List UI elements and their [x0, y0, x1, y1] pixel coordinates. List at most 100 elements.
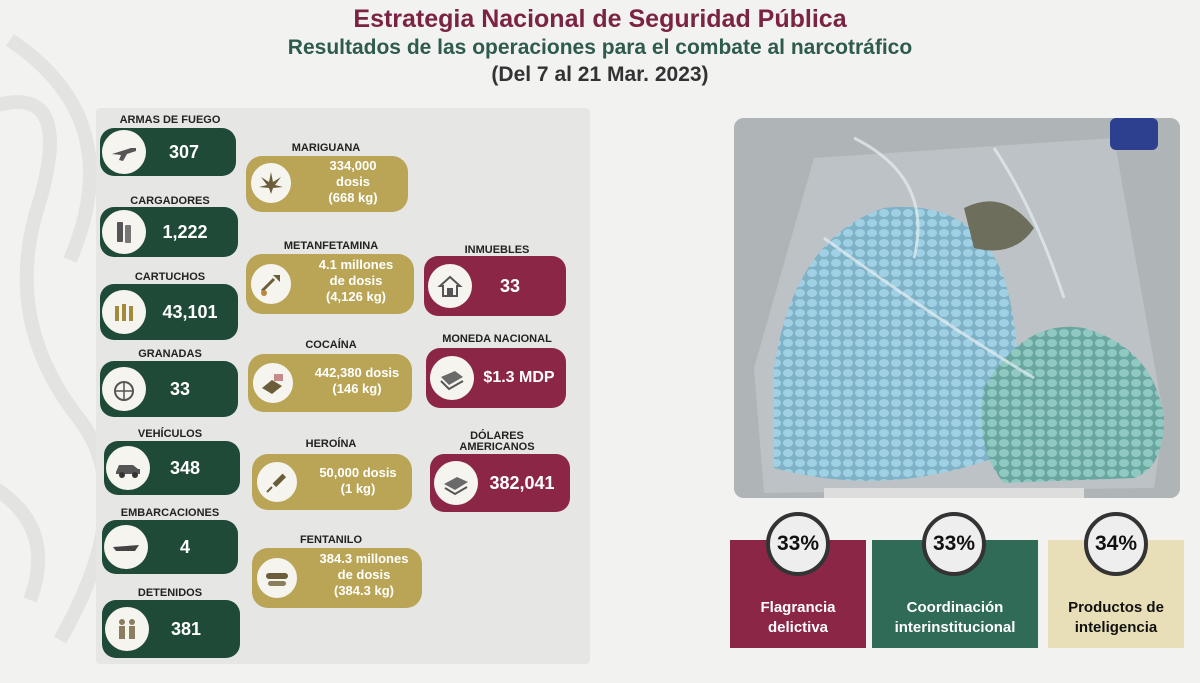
- stat-value-line1: 334,000: [329, 158, 377, 173]
- stat-pill: 307: [100, 128, 236, 176]
- stat-heroin: HEROÍNA 50,000 dosis (1 kg): [246, 434, 416, 512]
- stat-magazines: CARGADORES 1,222: [100, 193, 240, 261]
- stat-value: 33: [499, 275, 521, 296]
- stat-label-line2: AMERICANOS: [459, 441, 535, 453]
- stat-label: COCAÍNA: [305, 339, 357, 351]
- pct-circle: 33%: [922, 512, 986, 576]
- stat-label: FENTANILO: [299, 534, 363, 546]
- stat-pill: 43,101: [100, 284, 238, 340]
- stat-label: CARTUCHOS: [134, 271, 206, 283]
- stat-value-line2: dosis: [336, 174, 370, 189]
- stat-label: GRANADAS: [138, 348, 202, 360]
- cocaine-brick-icon: [251, 361, 295, 405]
- page-subtitle: Resultados de las operaciones para el co…: [287, 36, 913, 59]
- stat-national-currency: MONEDA NACIONAL $1.3 MDP: [424, 331, 570, 411]
- pct-label-line1: Coordinación: [906, 599, 1004, 616]
- shovel-icon: [249, 262, 293, 306]
- magazine-icon: [102, 210, 146, 254]
- stat-value-line1: 384.3 millones: [319, 551, 409, 566]
- stat-pill: 33: [100, 361, 238, 417]
- cartridges-icon: [102, 290, 146, 334]
- stat-pill: 334,000 dosis (668 kg): [246, 156, 408, 212]
- pct-label-line2: delictiva: [767, 619, 829, 636]
- stat-value: $1.3 MDP: [483, 369, 555, 386]
- stat-boats: EMBARCACIONES 4: [100, 505, 240, 577]
- pct-card-coordination: 33% Coordinación interinstitucional: [872, 512, 1038, 648]
- stat-label: METANFETAMINA: [283, 240, 379, 252]
- stat-value: 4.1 millones de dosis (4,126 kg): [302, 257, 410, 305]
- stat-value-line1: 50,000 dosis: [319, 465, 397, 480]
- house-icon: [428, 264, 472, 308]
- stat-pill: 33: [424, 256, 566, 316]
- detainees-icon: [105, 607, 149, 651]
- stat-value: 334,000 dosis (668 kg): [302, 158, 404, 206]
- cannabis-leaf-icon: [249, 161, 293, 205]
- stat-detainees: DETENIDOS 381: [100, 585, 240, 661]
- stat-value: 43,101: [162, 301, 218, 322]
- stat-label: HEROÍNA: [305, 438, 357, 450]
- stat-value: 348: [169, 457, 201, 478]
- cash-icon: [430, 356, 474, 400]
- pct-label: Coordinación interinstitucional: [872, 598, 1038, 638]
- stat-marijuana: MARIGUANA 334,000 dosis (668 kg): [246, 140, 416, 212]
- stat-pill: 4.1 millones de dosis (4,126 kg): [246, 254, 414, 314]
- pct-label: Flagrancia delictiva: [730, 598, 866, 638]
- pct-circle: 34%: [1084, 512, 1148, 576]
- stat-value: 382,041: [489, 472, 555, 493]
- stat-value-line3: (668 kg): [328, 190, 378, 205]
- pct-label-line2: interinstitucional: [894, 619, 1016, 636]
- rifle-icon: [102, 130, 146, 174]
- pct-label-line1: Flagrancia: [760, 599, 836, 616]
- stat-pill: 382,041: [430, 454, 570, 512]
- stat-pill: 50,000 dosis (1 kg): [252, 454, 412, 510]
- stat-pill: 384.3 millones de dosis (384.3 kg): [252, 548, 422, 608]
- stat-pill: 381: [102, 600, 240, 658]
- stat-pill: $1.3 MDP: [426, 348, 566, 408]
- stat-grenades: GRANADAS 33: [100, 348, 240, 420]
- stat-properties: INMUEBLES 33: [424, 241, 570, 317]
- stat-cocaine: COCAÍNA 442,380 dosis (146 kg): [246, 337, 416, 415]
- pct-label: Productos de inteligencia: [1048, 598, 1184, 638]
- stat-value-line1: 442,380 dosis: [314, 365, 400, 380]
- stat-value-line3: (4,126 kg): [326, 289, 386, 304]
- stat-value-line2: (146 kg): [332, 381, 382, 396]
- stat-label: MONEDA NACIONAL: [442, 333, 552, 345]
- stat-label: ARMAS DE FUEGO: [119, 114, 221, 126]
- stat-value-line3: (384.3 kg): [334, 583, 394, 598]
- stat-value-line2: de dosis: [337, 567, 391, 582]
- stat-label: CARGADORES: [130, 195, 210, 207]
- stat-label: INMUEBLES: [464, 244, 530, 256]
- stat-label: MARIGUANA: [291, 142, 361, 154]
- stat-vehicles: VEHÍCULOS 348: [100, 426, 240, 498]
- date-range: (Del 7 al 21 Mar. 2023): [491, 63, 709, 86]
- stat-label: EMBARCACIONES: [120, 507, 220, 519]
- syringe-icon: [255, 460, 299, 504]
- dollars-icon: [434, 461, 478, 505]
- page-title: Estrategia Nacional de Seguridad Pública: [353, 5, 847, 33]
- stat-firearms: ARMAS DE FUEGO 307: [100, 112, 240, 180]
- pct-label-line1: Productos de: [1068, 599, 1164, 616]
- stat-label: DÓLARES: [470, 430, 524, 442]
- stat-value: 50,000 dosis (1 kg): [308, 465, 408, 497]
- grenade-icon: [102, 367, 146, 411]
- pct-circle: 33%: [766, 512, 830, 576]
- stat-value: 4: [179, 536, 190, 557]
- stat-label: VEHÍCULOS: [137, 428, 203, 440]
- stat-cartridges: CARTUCHOS 43,101: [100, 270, 240, 344]
- boat-icon: [104, 525, 148, 569]
- pct-label-line2: inteligencia: [1074, 619, 1158, 636]
- pct-card-flagrancy: 33% Flagrancia delictiva: [730, 512, 866, 648]
- stat-value: 384.3 millones de dosis (384.3 kg): [308, 551, 420, 599]
- stat-pill: 4: [102, 520, 238, 574]
- stat-us-dollars: DÓLARES AMERICANOS 382,041: [424, 428, 574, 516]
- police-badge-logo: [1110, 118, 1158, 150]
- stat-value-line2: de dosis: [329, 273, 383, 288]
- stat-methamphetamine: METANFETAMINA 4.1 millones de dosis (4,1…: [246, 239, 416, 317]
- stat-pill: 442,380 dosis (146 kg): [248, 354, 412, 412]
- stat-pill: 1,222: [100, 207, 238, 257]
- stat-value-line1: 4.1 millones: [318, 257, 394, 272]
- vehicle-icon: [106, 446, 150, 490]
- stat-fentanyl: FENTANILO 384.3 millones de dosis (384.3…: [246, 532, 426, 612]
- stat-pill: 348: [104, 441, 240, 495]
- stat-value: 33: [169, 378, 191, 399]
